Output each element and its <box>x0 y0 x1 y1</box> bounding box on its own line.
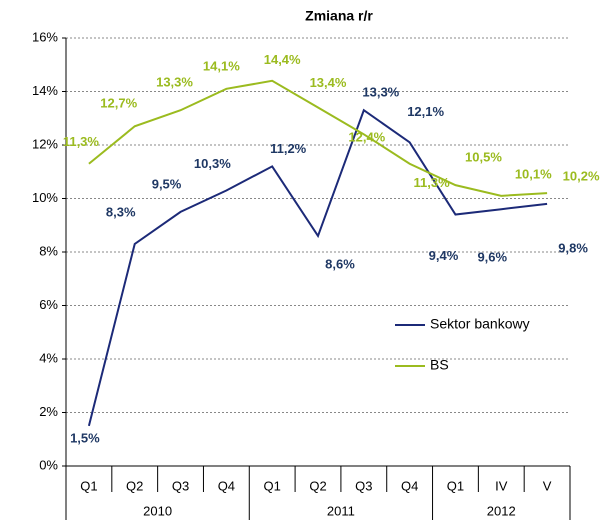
data-label: 10,3% <box>194 156 231 171</box>
y-tick-label: 14% <box>32 83 58 98</box>
y-tick-label: 4% <box>39 350 58 365</box>
data-label: 8,3% <box>106 204 136 219</box>
data-label: 10,2% <box>563 169 600 184</box>
x-tick-label: Q3 <box>355 478 372 493</box>
data-label: 9,4% <box>429 248 459 263</box>
group-label: 2012 <box>487 503 516 518</box>
data-label: 13,3% <box>156 75 193 90</box>
data-label: 11,3% <box>414 175 451 190</box>
group-label: 2010 <box>143 503 172 518</box>
y-tick-label: 8% <box>39 243 58 258</box>
x-tick-label: Q4 <box>401 478 418 493</box>
x-tick-label: Q2 <box>126 478 143 493</box>
x-tick-label: Q1 <box>264 478 281 493</box>
series-line <box>88 79 548 197</box>
x-tick-label: V <box>543 478 552 493</box>
group-label: 2011 <box>327 503 355 518</box>
data-label: 14,4% <box>264 52 301 67</box>
y-tick-label: 0% <box>39 457 58 472</box>
data-label: 10,5% <box>465 150 502 165</box>
data-label: 10,1% <box>515 166 552 181</box>
data-label: 9,6% <box>477 250 507 265</box>
series-line <box>87 108 548 427</box>
y-tick-label: 16% <box>32 29 58 44</box>
y-tick-label: 12% <box>32 136 58 151</box>
x-tick-label: Q4 <box>218 478 235 493</box>
y-tick-label: 6% <box>39 297 58 312</box>
data-label: 12,1% <box>407 104 444 119</box>
data-label: 9,8% <box>558 240 588 255</box>
data-label: 11,2% <box>270 141 307 156</box>
y-tick-label: 2% <box>39 404 58 419</box>
legend-label: Sektor bankowy <box>430 316 530 332</box>
x-tick-label: IV <box>495 478 508 493</box>
x-tick-label: Q2 <box>309 478 326 493</box>
data-label: 9,5% <box>152 176 182 191</box>
data-label: 8,6% <box>325 256 355 271</box>
x-tick-label: Q3 <box>172 478 189 493</box>
data-label: 13,4% <box>310 75 347 90</box>
data-label: 14,1% <box>203 58 240 73</box>
data-label: 12,7% <box>100 96 137 111</box>
chart-title: Zmiana r/r <box>305 8 373 24</box>
data-label: 12,4% <box>348 130 385 145</box>
x-tick-label: Q1 <box>447 478 464 493</box>
data-label: 13,3% <box>362 85 399 100</box>
legend-label: BS <box>430 357 449 373</box>
y-tick-label: 10% <box>32 190 58 205</box>
x-tick-label: Q1 <box>80 478 97 493</box>
data-label: 1,5% <box>70 430 100 445</box>
data-label: 11,3% <box>63 134 100 149</box>
